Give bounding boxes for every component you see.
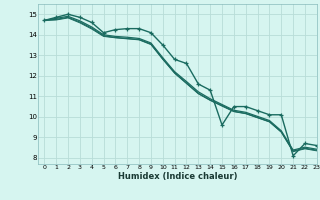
X-axis label: Humidex (Indice chaleur): Humidex (Indice chaleur): [118, 172, 237, 181]
